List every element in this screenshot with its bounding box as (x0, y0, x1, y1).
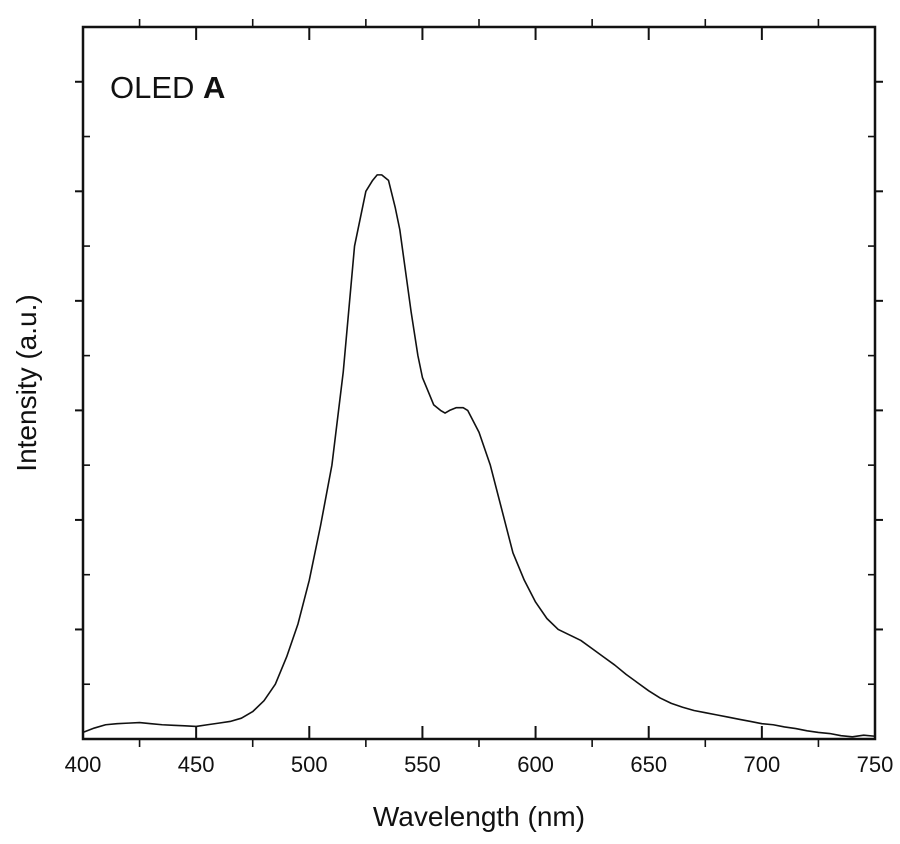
panel-label-prefix: OLED (110, 70, 203, 105)
plot-frame (83, 27, 875, 739)
x-tick-label: 550 (404, 752, 441, 777)
panel-label-emphasis: A (203, 70, 225, 105)
y-axis-title: Intensity (a.u.) (11, 294, 42, 471)
x-tick-label: 650 (630, 752, 667, 777)
x-tick-label: 450 (178, 752, 215, 777)
series-line-spectrum (83, 175, 875, 737)
x-axis-ticks: 400 450 500 550 600 650 700 750 (65, 19, 894, 777)
x-axis-title: Wavelength (nm) (373, 801, 585, 832)
panel-label: OLED A (110, 70, 225, 105)
x-tick-label: 600 (517, 752, 554, 777)
x-tick-label: 700 (743, 752, 780, 777)
y-axis-ticks (75, 82, 883, 684)
x-tick-label: 400 (65, 752, 102, 777)
x-tick-label: 750 (857, 752, 894, 777)
x-tick-label: 500 (291, 752, 328, 777)
